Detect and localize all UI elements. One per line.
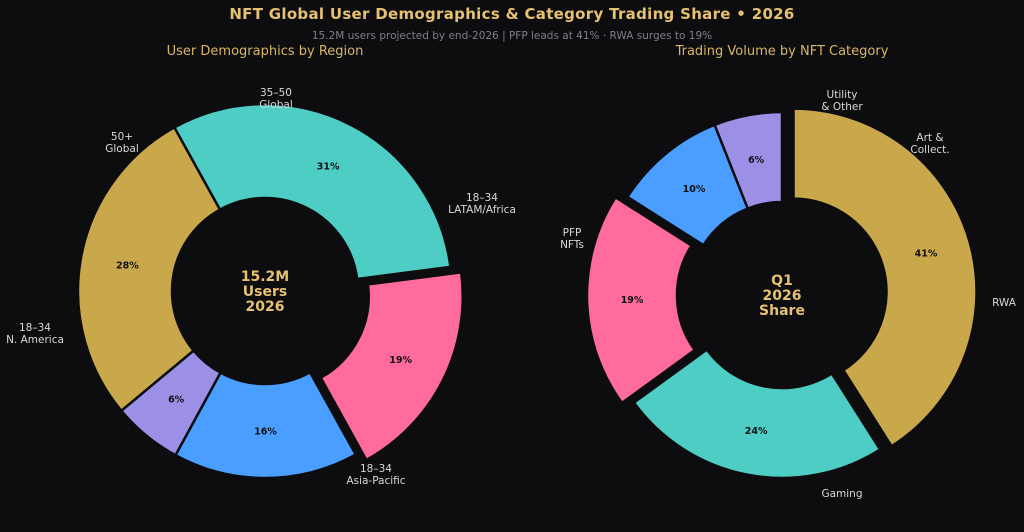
slice-percent-label: 16% — [254, 426, 277, 437]
donut-slice — [585, 195, 697, 405]
donut-center-label: 15.2M Users 2026 — [241, 269, 289, 315]
slice-percent-label: 6% — [168, 395, 185, 406]
donut-slice — [713, 110, 784, 211]
slice-category-label: 18–34 Asia-Pacific — [346, 463, 405, 487]
donut-slice — [632, 347, 882, 480]
slice-category-label: 35–50 Global — [259, 87, 293, 111]
slice-category-label: 18–34 LATAM/Africa — [448, 192, 516, 216]
donut-slice — [76, 125, 222, 413]
slice-category-label: 18–34 N. America — [6, 322, 64, 346]
slice-percent-label: 31% — [317, 162, 340, 173]
donut-slice — [319, 270, 464, 462]
slice-percent-label: 10% — [683, 184, 706, 195]
donut-slice — [172, 102, 452, 281]
slice-category-label: Art & Collect. — [910, 132, 949, 156]
slice-percent-label: 6% — [748, 155, 765, 166]
panel-title: User Demographics by Region — [167, 44, 364, 59]
donut-slice — [173, 370, 358, 480]
page-subtitle: 15.2M users projected by end-2026 | PFP … — [311, 30, 713, 42]
donut-center-label: Q1 2026 Share — [759, 273, 805, 319]
slice-percent-label: 19% — [389, 355, 412, 366]
slice-category-label: PFP NFTs — [560, 227, 584, 251]
slice-percent-label: 24% — [745, 426, 768, 437]
slice-percent-label: 41% — [915, 249, 938, 260]
slice-category-label: Gaming — [821, 488, 862, 500]
donut-slice — [792, 107, 978, 448]
panel-title: Trading Volume by NFT Category — [675, 44, 889, 59]
slice-percent-label: 28% — [116, 261, 139, 272]
slice-percent-label: 19% — [621, 295, 644, 306]
donut-chart-1: User Demographics by Region 31% 18–34 Asia-… — [6, 44, 516, 487]
page-title: NFT Global User Demographics & Category … — [229, 5, 795, 23]
slice-category-label: RWA — [992, 297, 1017, 309]
slice-category-label: Utility & Other — [821, 89, 863, 113]
slice-category-label: 50+ Global — [105, 131, 139, 155]
donut-chart-2: Trading Volume by NFT Category 41% PFP NFTs… — [560, 44, 1017, 500]
